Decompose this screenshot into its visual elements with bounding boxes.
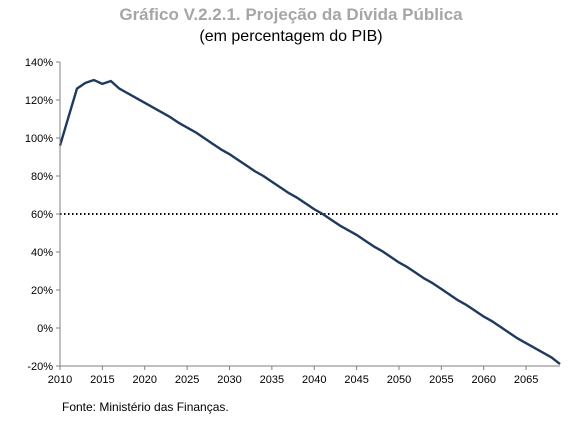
data-point xyxy=(127,92,129,94)
data-point xyxy=(169,116,171,118)
data-point xyxy=(423,278,425,280)
data-point xyxy=(305,203,307,205)
data-point xyxy=(76,88,78,90)
data-point xyxy=(474,310,476,312)
data-point xyxy=(279,186,281,188)
x-tick-label: 2065 xyxy=(514,374,538,386)
y-tick-label: 20% xyxy=(31,285,53,297)
data-point xyxy=(339,224,341,226)
x-tick-label: 2025 xyxy=(175,374,199,386)
y-tick-label: -20% xyxy=(27,361,53,373)
data-point xyxy=(67,116,69,118)
data-point xyxy=(432,282,434,284)
data-point xyxy=(195,131,197,133)
data-point xyxy=(551,356,553,358)
data-point xyxy=(262,175,264,177)
x-tick-label: 2060 xyxy=(471,374,495,386)
y-tick-label: 80% xyxy=(31,171,53,183)
x-tick-label: 2015 xyxy=(90,374,114,386)
data-point xyxy=(373,245,375,247)
data-point xyxy=(390,256,392,258)
data-point xyxy=(271,181,273,183)
data-point xyxy=(237,159,239,161)
data-point xyxy=(491,320,493,322)
data-point xyxy=(84,82,86,84)
x-tick-label: 2040 xyxy=(302,374,326,386)
x-tick-label: 2010 xyxy=(48,374,72,386)
data-point xyxy=(220,148,222,150)
x-tick-label: 2045 xyxy=(344,374,368,386)
data-point xyxy=(288,192,290,194)
data-point xyxy=(161,111,163,113)
data-point xyxy=(178,122,180,124)
chart-title: Gráfico V.2.2.1. Projeção da Dívida Públ… xyxy=(119,5,463,24)
data-point xyxy=(466,304,468,306)
data-point xyxy=(534,347,536,349)
x-tick-label: 2035 xyxy=(260,374,284,386)
data-point xyxy=(228,153,230,155)
data-point xyxy=(508,332,510,334)
data-point xyxy=(449,294,451,296)
x-tick-label: 2020 xyxy=(133,374,157,386)
data-point xyxy=(517,337,519,339)
data-point xyxy=(559,363,561,365)
y-tick-label: 60% xyxy=(31,209,53,221)
x-tick-label: 2030 xyxy=(217,374,241,386)
y-tick-label: 120% xyxy=(25,95,53,107)
data-point xyxy=(406,266,408,268)
data-point xyxy=(356,234,358,236)
data-point xyxy=(364,240,366,242)
data-point xyxy=(483,316,485,318)
x-axis-ticks: 2010 2015 2020 2025 2030 2035 2040 2045 2050 2055… xyxy=(48,366,538,386)
chart-subtitle: (em percentagem do PIB) xyxy=(199,28,383,45)
data-point xyxy=(101,83,103,85)
data-point xyxy=(93,79,95,81)
data-point xyxy=(245,165,247,167)
data-point xyxy=(118,88,120,90)
data-point xyxy=(347,229,349,231)
data-point xyxy=(415,272,417,274)
series-points xyxy=(59,79,561,365)
data-point xyxy=(322,213,324,215)
data-point xyxy=(144,102,146,104)
y-tick-label: 140% xyxy=(25,57,53,69)
data-point xyxy=(330,219,332,221)
data-point xyxy=(398,261,400,263)
data-point xyxy=(525,342,527,344)
data-point xyxy=(381,250,383,252)
data-point xyxy=(313,208,315,210)
data-point xyxy=(203,137,205,139)
y-tick-label: 100% xyxy=(25,133,53,145)
x-tick-label: 2055 xyxy=(429,374,453,386)
data-point xyxy=(152,107,154,109)
data-point xyxy=(254,170,256,172)
data-point xyxy=(296,197,298,199)
data-point xyxy=(457,299,459,301)
y-tick-label: 0% xyxy=(37,323,53,335)
data-point xyxy=(440,288,442,290)
data-point xyxy=(212,143,214,145)
y-axis-ticks: -20% 0% 20% 40% 60% 80% 100% 120% 140% xyxy=(25,57,60,373)
data-point xyxy=(500,326,502,328)
data-point xyxy=(542,352,544,354)
data-point xyxy=(110,80,112,82)
x-tick-label: 2050 xyxy=(387,374,411,386)
data-point xyxy=(135,97,137,99)
source-note: Fonte: Ministério das Finanças. xyxy=(62,400,229,414)
debt-series-line xyxy=(58,78,561,366)
y-tick-label: 40% xyxy=(31,247,53,259)
data-point xyxy=(186,127,188,129)
